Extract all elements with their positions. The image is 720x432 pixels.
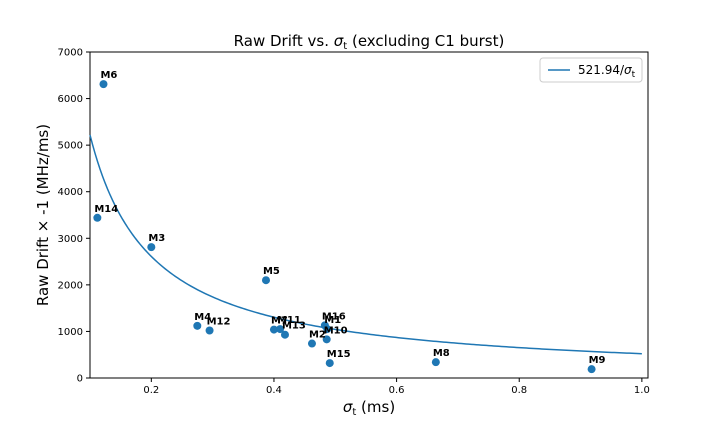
fit-curve-group <box>89 134 642 355</box>
point-label-m3: M3 <box>148 233 165 244</box>
y-tick-label: 3000 <box>58 234 83 245</box>
data-points-group <box>93 80 596 374</box>
y-tick-label: 7000 <box>58 48 83 59</box>
data-point-m5 <box>261 276 270 285</box>
data-point-m14 <box>93 213 102 222</box>
data-point-m13 <box>280 330 289 339</box>
point-label-m5: M5 <box>263 266 280 277</box>
y-tick-label: 6000 <box>58 94 83 105</box>
data-point-m10 <box>322 335 331 344</box>
point-label-m11: M11 <box>277 315 301 326</box>
y-tick-label: 0 <box>77 374 83 385</box>
point-label-m16: M16 <box>322 311 346 322</box>
fit-curve <box>89 134 642 355</box>
y-tick-label: 5000 <box>58 141 83 152</box>
legend: 521.94/σt <box>539 57 643 83</box>
point-label-m8: M8 <box>433 348 450 359</box>
data-point-m6 <box>99 80 108 89</box>
y-axis-title: Raw Drift × -1 (MHz/ms) <box>34 124 52 306</box>
data-point-m9 <box>587 365 596 374</box>
point-label-m1: M1 <box>324 315 341 326</box>
data-point-m3 <box>147 243 156 252</box>
x-tick-label: 0.6 <box>389 385 405 396</box>
x-tick-label: 0.2 <box>143 385 159 396</box>
x-axis-ticks: 0.2 0.4 0.6 0.8 1.0 <box>143 378 650 396</box>
point-label-m6: M6 <box>100 70 117 81</box>
x-tick-label: 0.4 <box>266 385 282 396</box>
y-tick-label: 2000 <box>58 280 83 291</box>
x-tick-label: 0.8 <box>511 385 527 396</box>
point-label-m12: M12 <box>207 316 231 327</box>
y-tick-label: 1000 <box>58 327 83 338</box>
point-label-m13: M13 <box>282 321 306 332</box>
data-point-m15 <box>325 359 334 368</box>
y-tick-label: 4000 <box>58 187 83 198</box>
data-point-m1 <box>323 325 332 334</box>
x-tick-label: 1.0 <box>634 385 650 396</box>
data-point-m4 <box>193 321 202 330</box>
point-label-m14: M14 <box>94 204 118 215</box>
plot-area <box>89 51 649 379</box>
point-label-m10: M10 <box>324 325 348 336</box>
data-point-m2 <box>307 339 316 348</box>
x-axis-title: σt (ms) <box>343 398 395 418</box>
data-point-m11 <box>276 325 285 334</box>
point-label-m4: M4 <box>194 312 211 323</box>
point-label-m15: M15 <box>327 349 351 360</box>
legend-label: 521.94/σt <box>578 63 636 80</box>
chart-title: Raw Drift vs. σt (excluding C1 burst) <box>234 32 505 52</box>
point-label-m7: M7 <box>271 316 288 327</box>
point-label-m9: M9 <box>589 355 606 366</box>
point-label-m2: M2 <box>309 330 326 341</box>
legend-box <box>539 57 643 83</box>
data-point-m12 <box>205 326 214 335</box>
data-point-m7 <box>269 325 278 334</box>
data-point-m8 <box>431 358 440 367</box>
y-axis-ticks: 0 1000 2000 3000 4000 5000 6000 7000 <box>58 48 90 385</box>
